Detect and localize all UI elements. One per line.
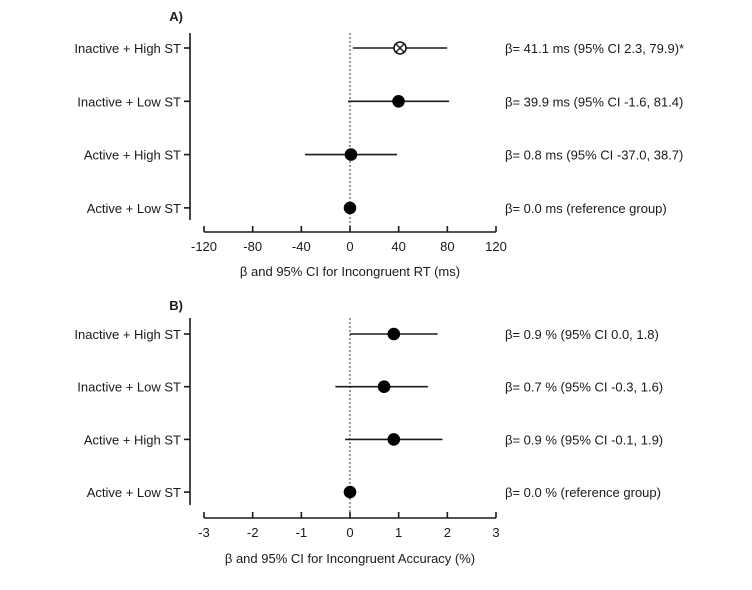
panel-a: A) -120 -80 -40 0 40 80 120 β and 95% CI for Inc… [74,9,684,279]
estimate-point [343,485,357,499]
forest-row: Active + Low ST β= 0.0 ms (reference grou… [87,201,667,216]
x-tick-label: 3 [492,525,499,540]
x-tick-label: 120 [485,239,507,254]
x-axis-label: β and 95% CI for Incongruent RT (ms) [240,264,460,279]
x-axis-label: β and 95% CI for Incongruent Accuracy (%… [225,551,475,566]
estimate-point [387,327,401,341]
x-tick-label: -1 [296,525,308,540]
row-label: Active + Low ST [87,485,181,500]
forest-row: Active + High ST β= 0.9 % (95% CI -0.1, 1… [84,432,663,447]
x-tick-label: -80 [243,239,262,254]
estimate-point [344,148,358,161]
row-label: Inactive + High ST [74,327,181,342]
panel-b: B) -3 -2 -1 0 1 2 3 β and 95% CI for Incongruent… [74,298,663,566]
forest-row: Active + High ST β= 0.8 ms (95% CI -37.0,… [84,148,684,163]
estimate-point [392,95,405,108]
forest-row: Inactive + High ST β= 0.9 % (95% CI 0.0, … [74,327,658,342]
x-tick-label: -3 [198,525,210,540]
forest-row: Inactive + Low ST β= 0.7 % (95% CI -0.3, … [77,380,663,395]
x-tick-label: -40 [292,239,311,254]
row-label: Inactive + High ST [74,41,181,56]
forest-row: Inactive + High ST β= 41.1 ms (95% CI 2.3… [74,41,684,56]
row-label: Active + High ST [84,148,181,163]
estimate-annotation: β= 39.9 ms (95% CI -1.6, 81.4) [505,94,683,109]
estimate-annotation: β= 0.9 % (95% CI 0.0, 1.8) [505,327,659,342]
forest-row: Active + Low ST β= 0.0 % (reference group… [87,485,661,500]
estimate-annotation: β= 0.0 % (reference group) [505,485,661,500]
x-tick-label: 1 [395,525,402,540]
estimate-point [387,433,401,446]
row-label: Active + Low ST [87,201,181,216]
panel-label: A) [169,9,183,24]
x-tick-label: 2 [444,525,451,540]
x-tick-label: 0 [346,525,353,540]
panel-label: B) [169,298,183,313]
row-label: Inactive + Low ST [77,380,181,395]
estimate-point [343,201,357,215]
estimate-point [377,380,391,394]
row-label: Inactive + Low ST [77,94,181,109]
estimate-annotation: β= 0.8 ms (95% CI -37.0, 38.7) [505,148,683,163]
cross-mark [395,43,405,53]
estimate-annotation: β= 41.1 ms (95% CI 2.3, 79.9)* [505,41,684,56]
estimate-annotation: β= 0.9 % (95% CI -0.1, 1.9) [505,432,663,447]
x-tick-label: -2 [247,525,259,540]
estimate-annotation: β= 0.0 ms (reference group) [505,201,667,216]
x-tick-label: 80 [440,239,454,254]
row-label: Active + High ST [84,432,181,447]
x-tick-label: -120 [191,239,217,254]
estimate-annotation: β= 0.7 % (95% CI -0.3, 1.6) [505,380,663,395]
x-tick-label: 0 [346,239,353,254]
x-tick-label: 40 [391,239,405,254]
forest-row: Inactive + Low ST β= 39.9 ms (95% CI -1.6… [77,94,683,109]
